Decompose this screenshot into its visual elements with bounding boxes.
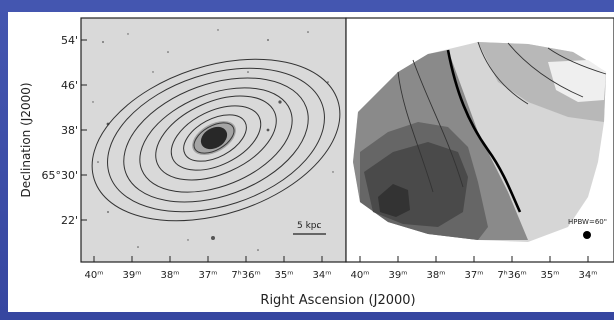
y-tick-label: 46' [61, 79, 78, 92]
x-tick-label: 39ᵐ [389, 270, 408, 281]
y-tick-marks [81, 39, 87, 221]
y-tick-label: 38' [61, 124, 78, 137]
galaxy-core [200, 126, 228, 150]
y-tick-labels: 54' 46' 38' 65°30' 22' [41, 34, 78, 227]
x-tick-label: 37ᵐ [199, 270, 218, 281]
scale-bar-label: 5 kpc [297, 221, 322, 231]
left-panel: 5 kpc [80, 17, 347, 263]
figure-svg: 5 kpc HPBW=60" 54' 46' [19, 17, 614, 308]
x-tick-label: 34ᵐ [579, 270, 598, 281]
beam-marker [583, 231, 591, 239]
contours [91, 58, 341, 222]
y-tick-label: 65°30' [41, 169, 78, 182]
x-tick-label: 35ᵐ [541, 270, 560, 281]
x-tick-label: 37ᵐ [465, 270, 484, 281]
x-tick-label: 34ᵐ [313, 270, 332, 281]
y-tick-label: 22' [61, 214, 78, 227]
right-panel: HPBW=60" [345, 17, 614, 263]
x-tick-label: 40ᵐ [351, 270, 370, 281]
figure-panel: 5 kpc HPBW=60" 54' 46' [8, 12, 614, 312]
systemic-velocity-line [446, 49, 522, 213]
y-tick-label: 54' [61, 34, 78, 47]
isovelocity-lines [397, 41, 607, 193]
velocity-zone-lightest [548, 60, 606, 102]
velocity-zone-darkest [378, 184, 410, 217]
x-tick-labels-right: 40ᵐ 39ᵐ 38ᵐ 37ᵐ 7ʰ36ᵐ 35ᵐ 34ᵐ [351, 270, 598, 281]
y-axis-label: Declination (J2000) [19, 82, 33, 197]
x-tick-labels-left: 40ᵐ 39ᵐ 38ᵐ 37ᵐ 7ʰ36ᵐ 35ᵐ 34ᵐ [85, 270, 332, 281]
x-tick-label: 40ᵐ [85, 270, 104, 281]
x-tick-label: 38ᵐ [161, 270, 180, 281]
beam-label: HPBW=60" [568, 218, 607, 226]
x-tick-label: 39ᵐ [123, 270, 142, 281]
x-tick-label: 35ᵐ [275, 270, 294, 281]
x-axis-label: Right Ascension (J2000) [260, 293, 415, 308]
x-tick-marks [93, 256, 589, 262]
x-tick-label: 38ᵐ [427, 270, 446, 281]
x-tick-label: 7ʰ36ᵐ [231, 270, 260, 281]
x-tick-label: 7ʰ36ᵐ [497, 270, 526, 281]
galaxy-halo [192, 120, 236, 156]
